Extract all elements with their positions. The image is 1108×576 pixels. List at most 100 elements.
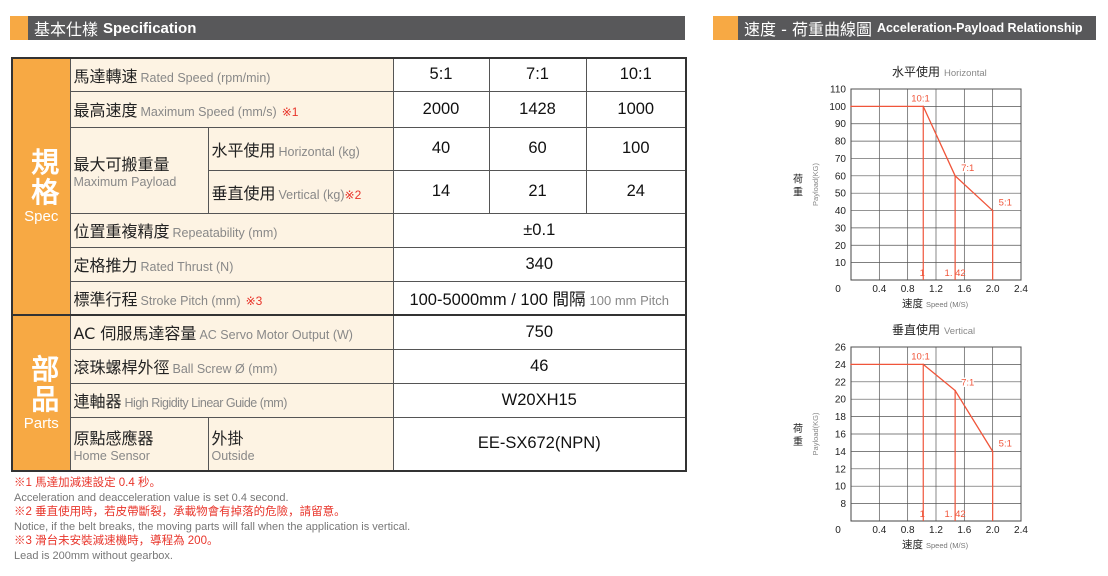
label-zh: 垂直使用	[211, 183, 276, 203]
table-row: 部品 Parts AC 伺服馬達容量 AC Servo Motor Output …	[11, 314, 687, 472]
y-tick-label: 12	[835, 464, 847, 475]
label-zh: 定格推力	[73, 256, 138, 275]
y-tick-label: 90	[835, 119, 847, 130]
note-en: Lead is 200mm without gearbox.	[14, 549, 173, 562]
vertical-label: 垂直使用 Vertical (kg)※2	[207, 169, 394, 214]
point-label: 10:1	[911, 351, 930, 362]
max-payload-label: 最大可搬重量 Maximum Payload	[69, 126, 209, 214]
y-axis-label-en: Payload(KG)	[811, 412, 820, 455]
chart-header: 速度 - 荷重曲線圖 Acceleration-Payload Relation…	[713, 16, 1096, 40]
header-accent	[713, 16, 738, 40]
table-cell: 2000	[392, 90, 490, 128]
y-tick-label: 18	[835, 412, 847, 423]
drop-line-label: 1	[920, 268, 925, 279]
stroke-label: 標準行程 Stroke Pitch (mm) ※3	[69, 280, 394, 316]
motor-output-label: AC 伺服馬達容量 AC Servo Motor Output (W)	[69, 314, 394, 350]
label-en: Stroke Pitch (mm)	[140, 293, 241, 308]
x-tick-label: 1.6	[957, 525, 971, 536]
point-label: 7:1	[961, 378, 974, 389]
label-zh: 位置重複精度	[73, 222, 170, 241]
label-en: Maximum Payload	[73, 175, 177, 189]
data-point	[922, 105, 925, 108]
header-accent	[10, 16, 28, 40]
y-axis-label-zh: 荷	[793, 174, 803, 186]
table-cell: ±0.1	[392, 212, 687, 248]
table-row: 位置重複精度 Repeatability (mm) ±0.1	[12, 212, 687, 248]
x-tick-label: 0.4	[872, 284, 886, 295]
stroke-pitch: 100 mm Pitch	[589, 292, 670, 308]
table-cell: 40	[392, 126, 490, 171]
y-tick-label: 10	[835, 482, 847, 493]
note-zh: ※2 垂直使用時，若皮帶斷裂，承載物會有掉落的危險，請留意。	[14, 506, 346, 519]
label-en: Ball Screw Ø (mm)	[172, 362, 278, 376]
x-axis-label-zh: 速度	[902, 538, 923, 551]
y-tick-label: 14	[835, 447, 847, 458]
y-tick-label: 60	[835, 171, 847, 182]
label-en: Rated Speed (rpm/min)	[140, 70, 271, 85]
chart-header-zh: 速度 - 荷重曲線圖	[744, 20, 872, 39]
table-cell: 10:1	[585, 57, 687, 92]
table-cell: 1428	[488, 90, 587, 128]
x-axis-label-en: Speed (M/S)	[926, 300, 969, 309]
home-sensor-label: 原點感應器 Home Sensor	[69, 416, 209, 472]
table-cell: 21	[488, 169, 587, 214]
spec-table: 規格 Spec 馬達轉速 Rated Speed (rpm/min) 5:1 7:…	[11, 57, 687, 472]
label-en: AC Servo Motor Output (W)	[199, 328, 353, 343]
table-row: 最高速度 Maximum Speed (mm/s) ※1 2000 1428 10…	[12, 90, 687, 128]
y-axis-label-zh: 荷	[793, 423, 803, 435]
y-tick-label: 20	[835, 241, 847, 252]
point-label: 10:1	[911, 93, 930, 104]
label-zh: 連軸器	[73, 392, 122, 411]
x-tick-label: 0.8	[901, 525, 915, 536]
chart-title-en: Horizontal	[944, 68, 987, 79]
table-row: 滾珠螺桿外徑 Ball Screw Ø (mm) 46	[12, 348, 687, 384]
table-row: 連軸器 High Rigidity Linear Guide (mm) W20XH…	[12, 382, 687, 418]
horizontal-payload-chart: 水平使用 Horizontal1020304050607080901001100.…	[793, 64, 1028, 310]
label-en: Repeatability (mm)	[172, 226, 278, 240]
note-zh: ※3 滑台未安裝減速機時，導程為 200。	[14, 535, 219, 548]
table-row: 最大可搬重量 Maximum Payload 水平使用 Horizontal (kg…	[12, 126, 687, 214]
spec-header: 基本仕樣 Specification	[10, 16, 685, 40]
table-cell: W20XH15	[392, 382, 687, 418]
section-spec-zh: 規格	[31, 146, 60, 209]
y-axis-label-zh: 重	[793, 435, 803, 448]
rated-speed-label: 馬達轉速 Rated Speed (rpm/min)	[69, 57, 394, 92]
table-cell: 46	[392, 348, 687, 384]
table-cell: 750	[392, 314, 687, 350]
note-ref: ※2	[344, 187, 362, 202]
y-tick-label: 24	[835, 360, 847, 371]
spec-header-en: Specification	[103, 19, 197, 37]
y-tick-label: 80	[835, 137, 847, 148]
label-zh: 馬達轉速	[73, 66, 138, 86]
point-label: 7:1	[961, 163, 974, 174]
label-zh: 原點感應器	[73, 428, 154, 448]
data-point	[850, 105, 852, 108]
x-tick-label: 1.2	[929, 284, 943, 295]
footnotes: ※1 馬達加減速設定 0.4 秒。 Acceleration and deacc…	[14, 476, 410, 564]
table-row: 規格 Spec 馬達轉速 Rated Speed (rpm/min) 5:1 7:…	[11, 57, 687, 316]
table-cell: EE-SX672(NPN)	[392, 416, 687, 472]
x-tick-label: 2.0	[986, 525, 1000, 536]
x-axis-label-en: Speed (M/S)	[926, 541, 969, 550]
label-zh: 水平使用	[211, 140, 276, 160]
data-point	[991, 450, 994, 453]
label-en: Maximum Speed (mm/s)	[140, 105, 277, 119]
linear-guide-label: 連軸器 High Rigidity Linear Guide (mm)	[69, 382, 394, 418]
chart-title-en: Vertical	[944, 326, 975, 337]
y-axis-label-en: Payload(KG)	[811, 163, 820, 206]
origin-label: 0	[835, 525, 841, 536]
table-cell: 14	[392, 169, 490, 214]
data-point	[922, 363, 925, 366]
section-parts-zh: 部品	[31, 352, 60, 416]
origin-label: 0	[835, 284, 841, 295]
table-row: 垂直使用 Vertical (kg)※2 14 21 24	[12, 169, 687, 214]
x-tick-label: 2.4	[1014, 284, 1028, 295]
chart-title-zh: 水平使用	[892, 64, 940, 79]
y-tick-label: 70	[835, 154, 847, 165]
table-cell: 100-5000mm / 100 間隔 100 mm Pitch	[392, 280, 687, 316]
note-ref: ※1	[281, 105, 299, 119]
y-tick-label: 50	[835, 189, 847, 200]
y-tick-label: 22	[835, 377, 847, 388]
data-point	[991, 209, 994, 212]
stroke-value: 100-5000mm / 100 間隔	[409, 290, 586, 309]
